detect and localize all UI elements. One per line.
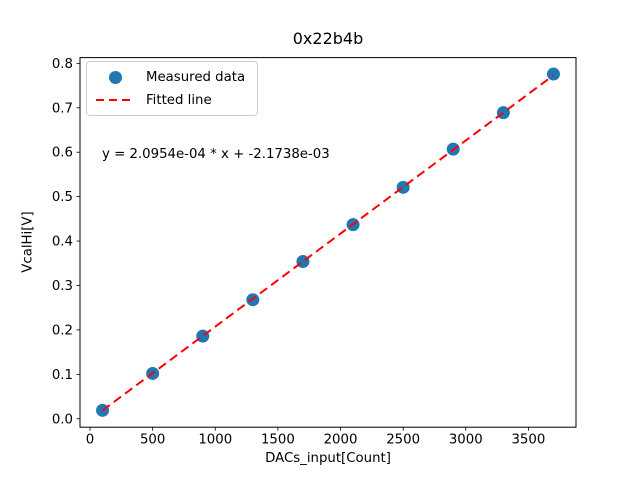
x-tick-label: 500: [140, 433, 165, 448]
y-tick-label: 0.1: [52, 368, 73, 383]
x-tick-label: 3000: [449, 433, 483, 448]
y-tick-label: 0.2: [52, 323, 73, 338]
y-tick-label: 0.3: [52, 279, 73, 294]
x-tick-label: 2000: [324, 433, 358, 448]
y-tick-label: 0.0: [52, 412, 73, 427]
x-axis-ticks: 0 500 1000 1500 2000 2500 3000 3500: [86, 427, 545, 448]
legend-item-measured-data: Measured data: [96, 67, 245, 87]
measured-data-marker-icon: [96, 70, 134, 84]
x-tick-label: 0: [86, 433, 94, 448]
legend-item-fitted-line: Fitted line: [96, 90, 245, 110]
y-axis-ticks: 0.0 0.1 0.2 0.3 0.4 0.5 0.6 0.7 0.8: [52, 57, 80, 427]
y-tick-label: 0.5: [52, 190, 73, 205]
x-tick-label: 3500: [511, 433, 545, 448]
x-axis-label: DACs_input[Count]: [265, 451, 391, 466]
data-point: [546, 67, 560, 81]
y-tick-label: 0.7: [52, 101, 73, 116]
y-tick-label: 0.4: [52, 235, 73, 250]
legend-label: Fitted line: [146, 92, 212, 108]
legend-label: Measured data: [146, 69, 246, 85]
y-tick-label: 0.8: [52, 57, 73, 72]
x-tick-label: 1000: [198, 433, 232, 448]
y-tick-label: 0.6: [52, 146, 73, 161]
y-axis-label: VcalHi[V]: [20, 211, 36, 273]
fit-equation-annotation: y = 2.0954e-04 * x + -2.1738e-03: [102, 147, 330, 162]
fitted-line-dash-icon: [96, 99, 134, 101]
x-tick-label: 2500: [386, 433, 420, 448]
fitted-line: [101, 74, 555, 412]
chart-title: 0x22b4b: [292, 29, 364, 48]
plot-border: [79, 57, 577, 428]
legend-box: Measured data Fitted line: [86, 61, 259, 116]
x-tick-label: 1500: [261, 433, 295, 448]
